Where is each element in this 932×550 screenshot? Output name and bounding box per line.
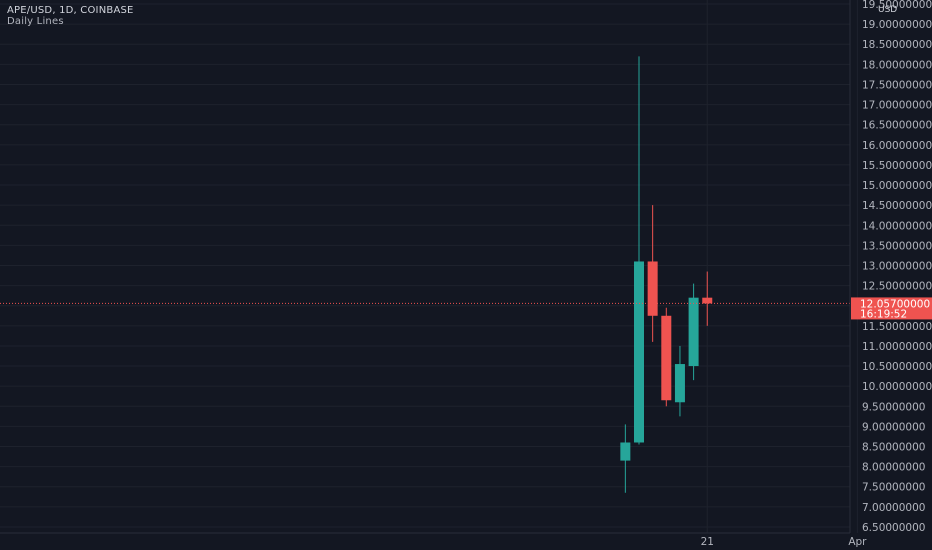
last-price-value: 12.05700000: [860, 298, 930, 310]
price-tick-label: 7.00000000: [862, 502, 925, 514]
candle: [620, 424, 631, 493]
symbol-title[interactable]: APE/USD, 1D, COINBASE: [7, 5, 134, 16]
price-tick-label: 18.00000000: [862, 59, 932, 71]
price-tick-label: 11.50000000: [862, 321, 932, 333]
price-tick-label: 17.00000000: [862, 100, 932, 112]
candle: [702, 271, 713, 326]
candle: [647, 205, 658, 342]
price-tick-label: 12.50000000: [862, 281, 932, 293]
price-tick-label: 15.50000000: [862, 160, 932, 172]
candle-body: [634, 261, 644, 443]
price-tick-label: 10.50000000: [862, 361, 932, 373]
currency-label: USD: [878, 5, 897, 15]
candle-body: [702, 297, 713, 304]
price-tick-label: 8.50000000: [862, 442, 925, 454]
candle: [688, 283, 699, 381]
price-tick-label: 14.00000000: [862, 220, 932, 232]
candle-body: [620, 442, 631, 461]
last-price-countdown: 16:19:52: [860, 308, 907, 320]
last-price-badge[interactable]: 12.05700000 16:19:52: [851, 297, 932, 320]
candle-body: [688, 297, 699, 367]
price-tick-label: 17.50000000: [862, 79, 932, 91]
price-tick-label: 14.50000000: [862, 200, 932, 212]
candle: [634, 56, 644, 445]
candle: [674, 345, 685, 417]
indicator-label[interactable]: Daily Lines: [7, 16, 64, 27]
price-axis[interactable]: 6.50000000 7.00000000 7.50000000 8.00000000…: [849, 0, 932, 534]
price-tick-label: 13.00000000: [862, 260, 932, 272]
price-tick-label: 19.50000000: [862, 0, 932, 11]
price-tick-label: 15.00000000: [862, 180, 932, 192]
price-tick-label: 16.50000000: [862, 120, 932, 132]
price-tick-label: 19.00000000: [862, 19, 932, 31]
price-tick-label: 9.00000000: [862, 421, 925, 433]
price-tick-label: 18.50000000: [862, 39, 932, 51]
price-tick-label: 10.00000000: [862, 381, 932, 393]
price-tick-label: 16.00000000: [862, 140, 932, 152]
grid-lines: [0, 0, 858, 533]
candle-body: [674, 364, 685, 403]
time-axis[interactable]: 21 Apr: [0, 532, 867, 548]
time-tick-label: Apr: [848, 536, 867, 548]
price-tick-label: 8.00000000: [862, 462, 925, 474]
price-tick-label: 9.50000000: [862, 401, 925, 413]
candle-body: [647, 261, 658, 316]
candle-body: [661, 315, 672, 401]
candle: [661, 307, 672, 407]
price-tick-label: 11.00000000: [862, 341, 932, 353]
price-tick-label: 7.50000000: [862, 482, 925, 494]
price-tick-label: 6.50000000: [862, 522, 925, 534]
time-tick-label: 21: [701, 536, 714, 548]
price-tick-label: 13.50000000: [862, 240, 932, 252]
candles: [620, 56, 713, 493]
